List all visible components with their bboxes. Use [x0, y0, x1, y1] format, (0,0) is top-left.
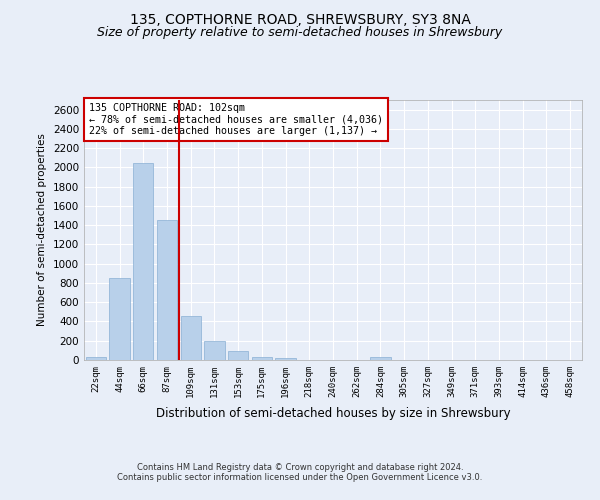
Bar: [228, 352, 248, 360]
Text: 135, COPTHORNE ROAD, SHREWSBURY, SY3 8NA: 135, COPTHORNE ROAD, SHREWSBURY, SY3 8NA: [130, 12, 470, 26]
Bar: [181, 316, 201, 360]
Text: Distribution of semi-detached houses by size in Shrewsbury: Distribution of semi-detached houses by …: [155, 408, 511, 420]
Y-axis label: Number of semi-detached properties: Number of semi-detached properties: [37, 134, 47, 326]
Bar: [275, 358, 296, 360]
Text: Contains public sector information licensed under the Open Government Licence v3: Contains public sector information licen…: [118, 472, 482, 482]
Text: Contains HM Land Registry data © Crown copyright and database right 2024.: Contains HM Land Registry data © Crown c…: [137, 462, 463, 471]
Bar: [109, 278, 130, 360]
Bar: [370, 357, 391, 360]
Text: 135 COPTHORNE ROAD: 102sqm
← 78% of semi-detached houses are smaller (4,036)
22%: 135 COPTHORNE ROAD: 102sqm ← 78% of semi…: [89, 102, 383, 136]
Bar: [205, 340, 224, 360]
Bar: [133, 162, 154, 360]
Bar: [157, 220, 177, 360]
Bar: [86, 357, 106, 360]
Bar: [252, 357, 272, 360]
Text: Size of property relative to semi-detached houses in Shrewsbury: Size of property relative to semi-detach…: [97, 26, 503, 39]
